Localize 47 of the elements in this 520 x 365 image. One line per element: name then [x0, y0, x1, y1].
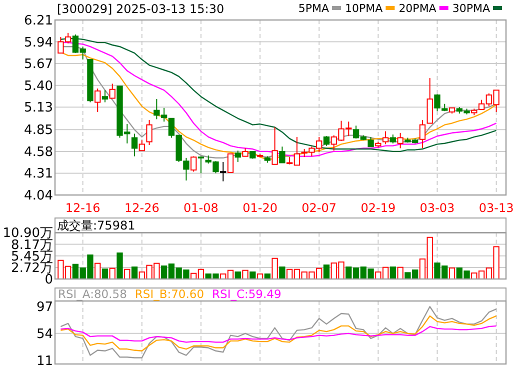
y-tick-label: 54: [36, 326, 53, 342]
x-tick-label: 12-26: [124, 201, 160, 215]
chart-title: 成交量:75981: [57, 218, 136, 233]
bar: [116, 252, 123, 280]
x-tick-label: 01-08: [184, 201, 218, 215]
y-tick-label: 4.85: [24, 123, 53, 138]
text: RSI_A:80.58: [58, 287, 127, 301]
y-tick-label: 0: [44, 272, 53, 288]
chart-title: [300029] 2025-03-13 15:30: [57, 2, 224, 16]
bar: [131, 266, 138, 280]
y-tick-label: 5.40: [24, 78, 53, 94]
y-tick-label: 11: [36, 354, 53, 365]
y-tick-label: 4.58: [24, 144, 53, 160]
line-series: [60, 315, 497, 352]
x-tick-label: 01-20: [242, 201, 278, 215]
bar: [279, 266, 286, 280]
text: RSI_B:70.60: [134, 287, 204, 301]
bar: [272, 258, 278, 280]
y-tick-label: 97: [36, 300, 53, 316]
legend-label: 30PMA: [452, 2, 490, 15]
x-tick-label: 03-13: [478, 201, 514, 215]
y-tick-label: 5.94: [24, 35, 53, 50]
bar: [390, 266, 396, 280]
bar: [94, 262, 101, 280]
x-tick-label: 02-07: [302, 201, 337, 215]
x-tick-label: 02-19: [360, 201, 396, 215]
legend-label: 20PMA: [398, 2, 437, 15]
bar: [242, 270, 248, 280]
legend-label: 5PMA: [298, 2, 330, 15]
line-series: [60, 306, 497, 358]
candlestick: [220, 161, 226, 182]
y-tick-label: 5.13: [24, 100, 53, 116]
x-tick-label: 03-03: [420, 201, 455, 215]
y-tick-label: 4.04: [24, 188, 53, 204]
candlestick: [419, 120, 426, 149]
y-tick-label: 5.67: [24, 57, 53, 72]
text: RSI_C:59.49: [212, 287, 282, 301]
bar: [397, 266, 404, 280]
y-tick-label: 6.21: [24, 14, 53, 28]
line-series: [60, 325, 497, 343]
x-tick-label: 12-16: [65, 201, 100, 215]
bar: [102, 268, 108, 280]
candlestick: [102, 90, 108, 103]
bar: [323, 264, 330, 280]
legend-label: 10PMA: [345, 2, 384, 15]
bar: [448, 268, 456, 280]
y-tick-label: 4.31: [24, 166, 53, 182]
